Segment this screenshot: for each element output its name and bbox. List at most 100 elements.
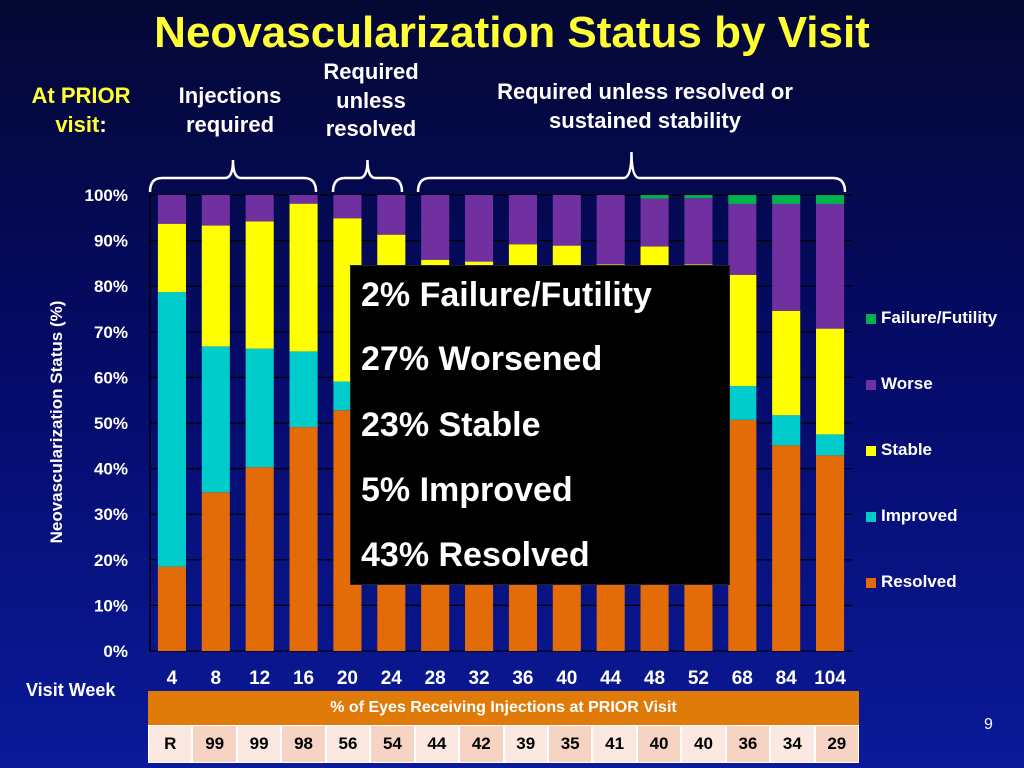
bar-segment-improved bbox=[245, 348, 274, 468]
x-tick-label: 44 bbox=[600, 668, 622, 689]
bar-segment-resolved bbox=[289, 427, 318, 651]
y-tick-label: 90% bbox=[94, 232, 128, 251]
x-tick-label: 104 bbox=[814, 668, 846, 689]
y-tick-label: 20% bbox=[94, 551, 128, 570]
bar-segment-resolved bbox=[728, 419, 757, 651]
table-cell: 98 bbox=[281, 725, 326, 763]
table-cell: 41 bbox=[592, 725, 637, 763]
bar-segment-worse bbox=[333, 195, 362, 219]
bar-segment-worse bbox=[684, 198, 713, 265]
bar-segment-stable bbox=[245, 221, 274, 349]
x-tick-label: 8 bbox=[211, 668, 222, 689]
x-tick-label: 28 bbox=[425, 668, 446, 689]
table-cell: 39 bbox=[503, 725, 548, 763]
table-cell: 54 bbox=[370, 725, 415, 763]
x-tick-label: 12 bbox=[249, 668, 270, 689]
callout-resolved: 43% Resolved bbox=[361, 536, 590, 574]
x-tick-label: 68 bbox=[732, 668, 753, 689]
legend-swatch bbox=[866, 577, 876, 588]
bar-segment-worse bbox=[289, 195, 318, 204]
bar-segment-stable bbox=[289, 203, 318, 352]
bar-segment-worse bbox=[421, 195, 450, 260]
bar-segment-worse bbox=[245, 195, 274, 222]
y-axis-ticks: 0% 10% 20% 30% 40% 50% 60% 70% 80% 90% 100% bbox=[85, 186, 128, 661]
table-cell: 42 bbox=[459, 725, 504, 763]
summary-callout-box: 2% Failure/Futility 27% Worsened 23% Sta… bbox=[350, 265, 730, 585]
y-tick-label: 40% bbox=[94, 460, 128, 479]
callout-improved: 5% Improved bbox=[361, 471, 573, 509]
x-tick-label: 40 bbox=[556, 668, 577, 689]
bar-segment-failure-futility bbox=[728, 195, 757, 205]
y-tick-label: 50% bbox=[94, 414, 128, 433]
callout-failure: 2% Failure/Futility bbox=[361, 276, 652, 314]
injection-table-header: % of Eyes Receiving Injections at PRIOR … bbox=[148, 691, 859, 725]
bar-segment-failure-futility bbox=[816, 195, 845, 205]
bar-segment-worse bbox=[465, 195, 494, 262]
x-axis-ticks: 4 8 12 16 20 24 28 32 36 40 44 48 52 68 84 104 bbox=[167, 668, 847, 689]
x-tick-label: 84 bbox=[776, 668, 798, 689]
bar-segment-improved bbox=[289, 351, 318, 428]
required-sustained-header: Required unless resolved or sustained st… bbox=[497, 79, 793, 133]
bar-segment-worse bbox=[596, 195, 625, 265]
page-number: 9 bbox=[984, 716, 993, 733]
legend-swatch bbox=[866, 511, 876, 522]
x-tick-label: 48 bbox=[644, 668, 665, 689]
y-tick-label: 0% bbox=[103, 642, 128, 661]
x-tick-label: 4 bbox=[167, 668, 178, 689]
injection-table-row: R 99 99 98 56 54 44 42 39 35 41 40 40 36… bbox=[148, 725, 859, 763]
bar-segment-worse bbox=[201, 195, 230, 226]
table-cell: 34 bbox=[770, 725, 815, 763]
bar-segment-worse bbox=[772, 204, 801, 311]
table-cell: 29 bbox=[814, 725, 859, 763]
x-tick-label: 52 bbox=[688, 668, 709, 689]
legend-item-worse: Worse bbox=[866, 374, 933, 394]
bar-segment-improved bbox=[772, 415, 801, 446]
table-cell: 44 bbox=[414, 725, 460, 763]
legend-swatch bbox=[866, 445, 876, 456]
injection-table: % of Eyes Receiving Injections at PRIOR … bbox=[148, 691, 859, 763]
x-tick-label: 36 bbox=[512, 668, 533, 689]
bar-segment-worse bbox=[728, 204, 757, 275]
injections-required-header: Injections required bbox=[178, 83, 282, 137]
legend-item-failure: Failure/Futility bbox=[866, 308, 997, 328]
bar-segment-improved bbox=[728, 386, 757, 420]
y-tick-label: 70% bbox=[94, 323, 128, 342]
bar-segment-failure-futility bbox=[772, 195, 801, 205]
x-tick-label: 20 bbox=[337, 668, 358, 689]
bar-segment-resolved bbox=[245, 467, 274, 651]
y-tick-label: 30% bbox=[94, 505, 128, 524]
table-cell: 56 bbox=[325, 725, 371, 763]
prior-visit-label: At PRIOR visit: bbox=[31, 83, 131, 137]
bar-segment-stable bbox=[772, 310, 801, 416]
legend-item-stable: Stable bbox=[866, 440, 932, 460]
bar-segment-resolved bbox=[157, 566, 186, 651]
callout-stable: 23% Stable bbox=[361, 406, 541, 444]
bar-segment-worse bbox=[508, 195, 537, 245]
y-tick-label: 10% bbox=[94, 596, 128, 615]
table-cell: 99 bbox=[236, 725, 282, 763]
x-tick-label: 24 bbox=[381, 668, 403, 689]
bar-segment-stable bbox=[157, 223, 186, 293]
table-row-label: R bbox=[148, 725, 193, 763]
slide-title: Neovascularization Status by Visit bbox=[154, 8, 870, 57]
bar-segment-resolved bbox=[816, 455, 845, 651]
x-axis-label: Visit Week bbox=[26, 680, 116, 700]
y-tick-label: 100% bbox=[85, 186, 128, 205]
x-tick-label: 32 bbox=[468, 668, 489, 689]
legend-item-improved: Improved bbox=[866, 506, 958, 526]
bar-segment-failure-futility bbox=[640, 195, 669, 199]
y-tick-label: 60% bbox=[94, 368, 128, 387]
table-cell: 40 bbox=[681, 725, 726, 763]
y-tick-label: 80% bbox=[94, 277, 128, 296]
brace-shape bbox=[331, 159, 404, 193]
table-cell: 99 bbox=[192, 725, 237, 763]
callout-worsened: 27% Worsened bbox=[361, 340, 603, 378]
brace-shape bbox=[148, 159, 318, 193]
bar-segment-stable bbox=[201, 225, 230, 347]
bar-segment-worse bbox=[640, 198, 669, 247]
bar-segment-stable bbox=[816, 328, 845, 435]
table-cell: 35 bbox=[547, 725, 593, 763]
bar-segment-resolved bbox=[772, 445, 801, 651]
legend-swatch bbox=[866, 313, 876, 324]
bar-segment-resolved bbox=[201, 492, 230, 651]
